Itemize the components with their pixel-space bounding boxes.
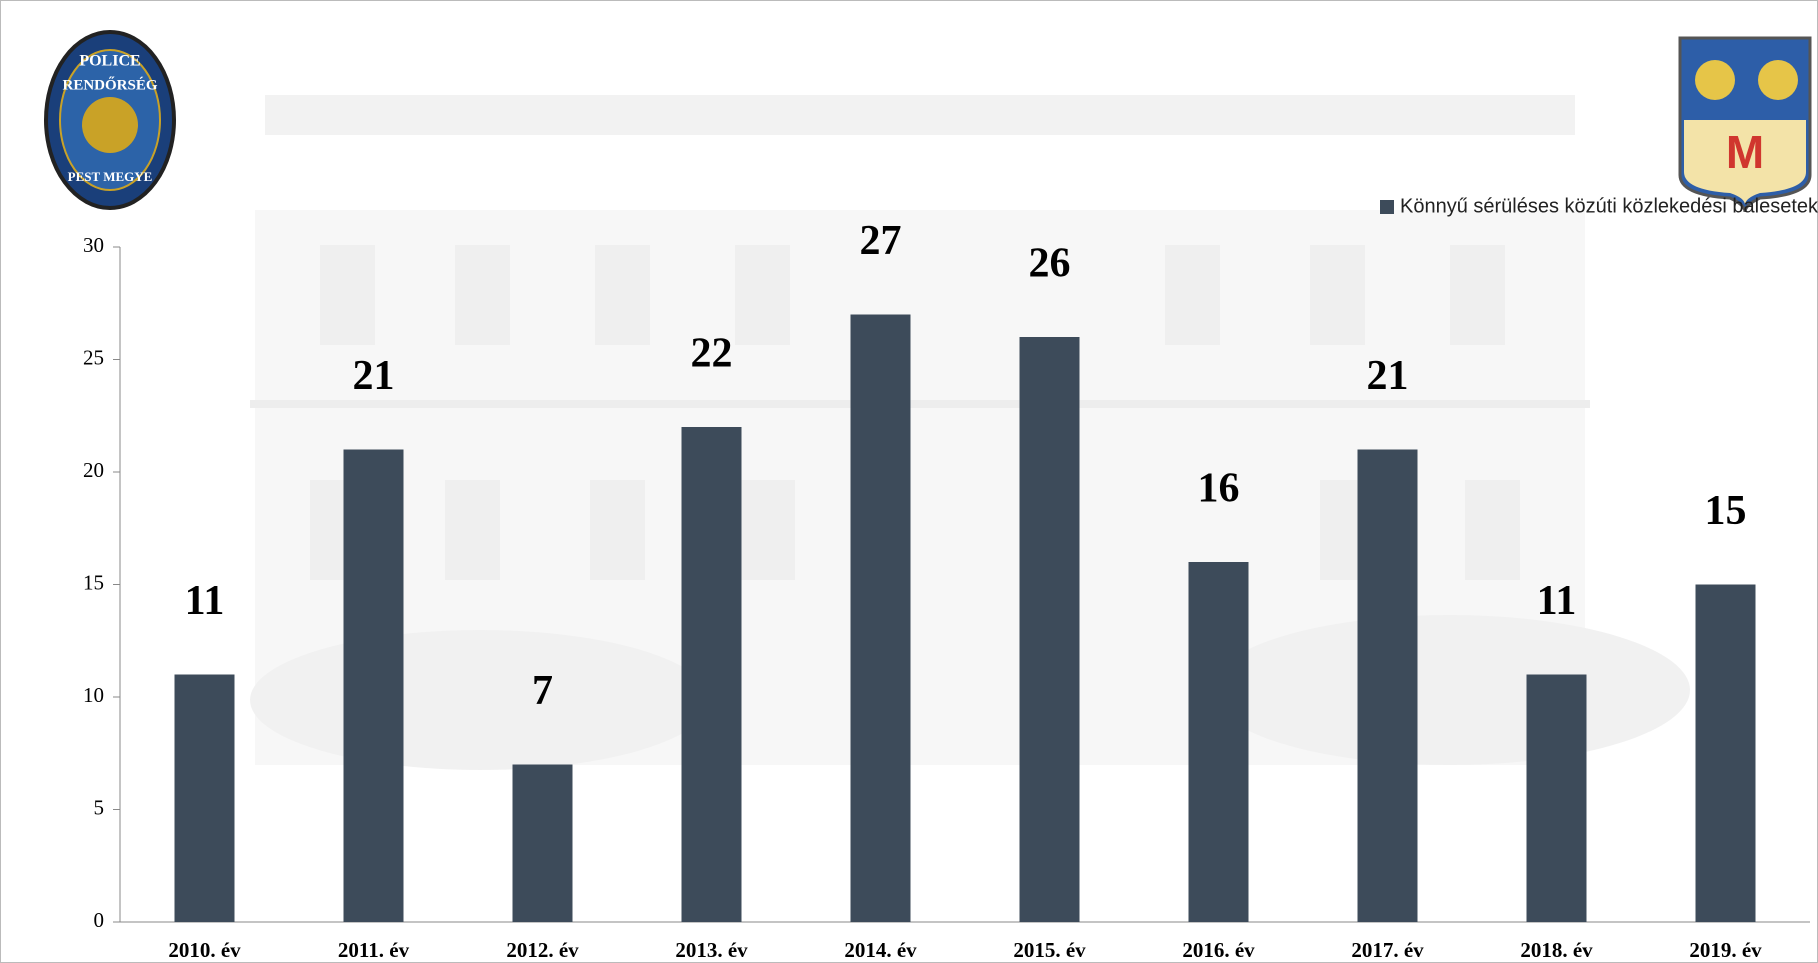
- data-label: 16: [1198, 466, 1240, 512]
- data-label: 26: [1029, 241, 1071, 287]
- police-logo: POLICE RENDŐRSÉG PEST MEGYE: [44, 30, 176, 210]
- x-tick-label: 2018. év: [1520, 938, 1593, 962]
- x-tick-label: 2016. év: [1182, 938, 1255, 962]
- x-tick-label: 2011. év: [338, 938, 410, 962]
- x-tick-label: 2015. év: [1013, 938, 1086, 962]
- logo-text: RENDŐRSÉG: [62, 76, 157, 93]
- legend-label: Könnyű sérüléses közúti közlekedési bale…: [1400, 195, 1818, 217]
- data-label: 11: [1537, 578, 1577, 624]
- logo-text: POLICE: [79, 53, 140, 70]
- x-tick-label: 2019. év: [1689, 938, 1762, 962]
- y-tick-label: 5: [94, 795, 105, 819]
- data-label: 15: [1705, 488, 1747, 534]
- bar: [1695, 584, 1756, 922]
- y-tick-label: 30: [83, 233, 104, 257]
- logo-text: PEST MEGYE: [68, 169, 153, 184]
- data-label: 7: [532, 668, 553, 714]
- data-label: 11: [185, 578, 225, 624]
- y-tick-label: 0: [94, 908, 105, 932]
- bar: [174, 674, 235, 922]
- x-tick-label: 2010. év: [168, 938, 241, 962]
- bar: [1357, 449, 1418, 922]
- bar: [850, 314, 911, 922]
- bar: [1526, 674, 1587, 922]
- y-tick-label: 15: [83, 570, 104, 594]
- x-tick-label: 2014. év: [844, 938, 917, 962]
- coat-of-arms: M: [1678, 36, 1812, 213]
- y-tick-label: 10: [83, 683, 104, 707]
- data-label: 22: [691, 331, 733, 377]
- bar: [1188, 562, 1249, 922]
- data-label: 21: [1367, 353, 1409, 399]
- bar: [1019, 337, 1080, 922]
- y-tick-label: 20: [83, 458, 104, 482]
- bar: [343, 449, 404, 922]
- bar: [681, 427, 742, 922]
- x-tick-label: 2017. év: [1351, 938, 1424, 962]
- x-tick-label: 2013. év: [675, 938, 748, 962]
- data-label: 27: [860, 218, 902, 264]
- data-label: 21: [353, 353, 395, 399]
- logo-text: M: [1726, 126, 1764, 178]
- y-tick-label: 25: [83, 345, 104, 369]
- bar: [512, 764, 573, 922]
- x-tick-label: 2012. év: [506, 938, 579, 962]
- legend-swatch: [1380, 200, 1394, 214]
